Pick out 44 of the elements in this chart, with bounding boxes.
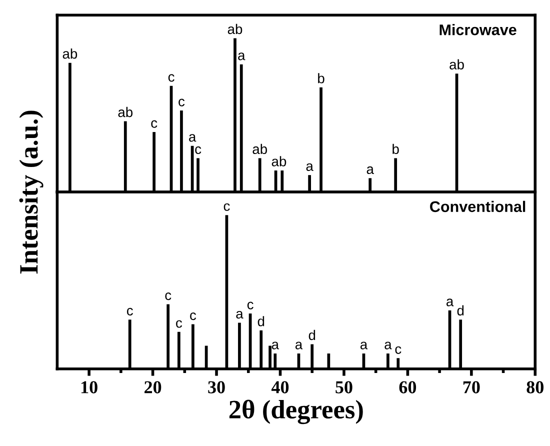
annotation: c — [395, 346, 402, 354]
annotation: b — [392, 144, 399, 154]
y-axis-title: Intensity (a.u.) — [19, 110, 44, 274]
annotation: c — [176, 320, 182, 328]
annotation: a — [360, 342, 368, 350]
annotation: c — [168, 74, 174, 82]
x-tick-label: 50 — [336, 381, 352, 394]
annotation: c — [247, 302, 254, 310]
annotation: c — [224, 203, 230, 211]
annotation: a — [189, 134, 196, 142]
annotation: d — [457, 305, 464, 316]
x-tick-label: 20 — [144, 381, 162, 394]
annotation: a — [306, 163, 314, 171]
annotation: a — [384, 342, 392, 350]
annotation: a — [272, 342, 280, 350]
annotation: a — [295, 342, 303, 350]
annotation: c — [165, 292, 172, 300]
x-tick-label: 80 — [526, 381, 544, 394]
annotation: ab — [118, 106, 133, 118]
annotation: ab — [272, 156, 286, 166]
x-tick-label: 70 — [463, 381, 480, 394]
annotation: a — [236, 310, 244, 319]
annotation: c — [195, 146, 202, 154]
annotation: c — [151, 120, 158, 128]
chart-title: Microwave — [440, 24, 516, 36]
x-tick-label: 30 — [208, 381, 225, 394]
annotation: a — [366, 166, 374, 174]
annotation: b — [318, 73, 324, 84]
x-tick-label: 60 — [399, 381, 416, 394]
x-tick-label: 40 — [271, 381, 289, 394]
annotation: a — [238, 52, 246, 60]
chart-title: Conventional — [430, 200, 526, 212]
annotation: d — [258, 316, 264, 326]
annotation: ab — [252, 144, 267, 154]
annotation: a — [446, 298, 454, 306]
annotation: c — [190, 312, 196, 320]
x-axis-title: 2θ (degrees) — [229, 400, 363, 424]
x-tick-label: 10 — [81, 381, 98, 394]
annotation: ab — [62, 48, 78, 59]
annotation: c — [126, 308, 133, 316]
annotation: ab — [228, 24, 242, 34]
annotation: ab — [450, 59, 464, 70]
annotation: d — [308, 330, 316, 340]
annotation: c — [178, 98, 185, 106]
